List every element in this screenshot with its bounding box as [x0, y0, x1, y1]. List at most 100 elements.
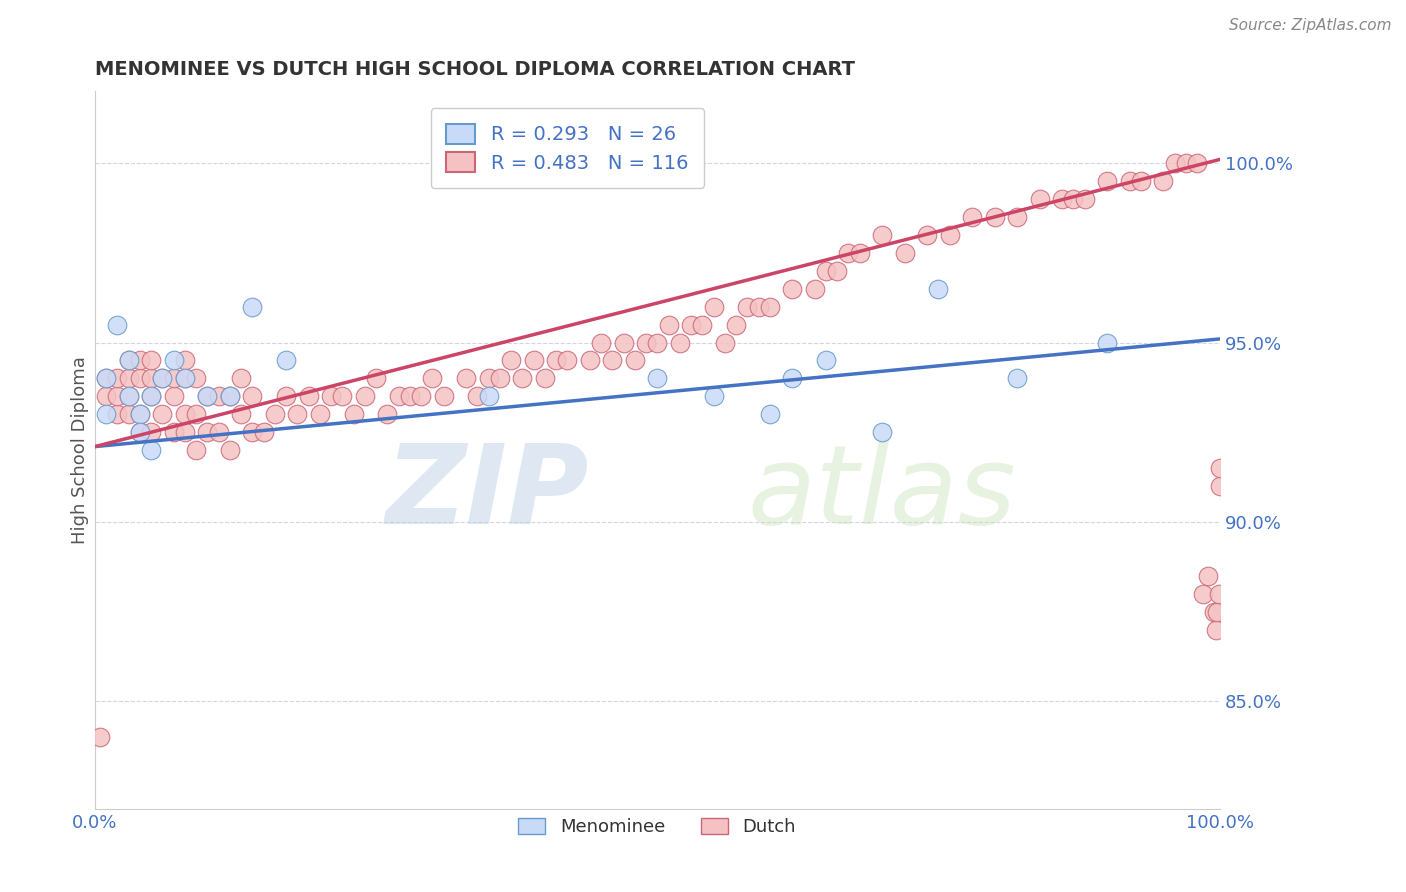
Point [1175, 156, 1198, 170]
Point [702, 389, 724, 403]
Point [297, 389, 319, 403]
Point [758, 407, 780, 421]
Point [218, 389, 240, 403]
Point [657, 318, 679, 332]
Point [195, 389, 218, 403]
Point [960, 210, 983, 224]
Point [870, 425, 893, 440]
Point [139, 389, 162, 403]
Point [634, 335, 657, 350]
Point [1005, 210, 1028, 224]
Point [1153, 174, 1175, 188]
Point [375, 407, 398, 421]
Text: atlas: atlas [747, 440, 1017, 547]
Point [825, 264, 848, 278]
Point [814, 264, 837, 278]
Point [1005, 371, 1028, 385]
Point [285, 407, 308, 421]
Point [229, 407, 252, 421]
Point [240, 300, 263, 314]
Point [870, 227, 893, 242]
Point [645, 371, 668, 385]
Point [1119, 174, 1142, 188]
Point [117, 389, 139, 403]
Point [454, 371, 477, 385]
Point [117, 407, 139, 421]
Point [555, 353, 578, 368]
Point [207, 389, 229, 403]
Point [488, 371, 510, 385]
Point [499, 353, 522, 368]
Point [263, 407, 285, 421]
Point [274, 353, 297, 368]
Point [1192, 587, 1215, 601]
Point [1205, 623, 1227, 637]
Point [432, 389, 454, 403]
Point [612, 335, 634, 350]
Point [780, 282, 803, 296]
Point [94, 371, 117, 385]
Point [195, 389, 218, 403]
Point [477, 371, 499, 385]
Point [173, 371, 195, 385]
Legend: Menominee, Dutch: Menominee, Dutch [510, 811, 803, 843]
Point [477, 389, 499, 403]
Point [702, 300, 724, 314]
Point [893, 245, 915, 260]
Point [207, 425, 229, 440]
Point [645, 335, 668, 350]
Point [522, 353, 544, 368]
Point [758, 300, 780, 314]
Point [173, 407, 195, 421]
Y-axis label: High School Diploma: High School Diploma [72, 356, 89, 544]
Point [162, 389, 184, 403]
Point [1198, 569, 1220, 583]
Point [353, 389, 375, 403]
Point [117, 353, 139, 368]
Point [1164, 156, 1187, 170]
Point [1028, 192, 1050, 206]
Point [128, 425, 150, 440]
Point [1097, 335, 1119, 350]
Point [420, 371, 443, 385]
Point [1209, 479, 1232, 493]
Point [1206, 605, 1229, 619]
Point [105, 407, 128, 421]
Point [1130, 174, 1153, 188]
Point [623, 353, 645, 368]
Point [398, 389, 420, 403]
Point [150, 407, 173, 421]
Point [128, 353, 150, 368]
Point [240, 389, 263, 403]
Point [465, 389, 488, 403]
Point [184, 371, 207, 385]
Point [690, 318, 713, 332]
Point [1208, 587, 1230, 601]
Point [139, 425, 162, 440]
Point [1209, 461, 1232, 475]
Point [94, 407, 117, 421]
Point [218, 443, 240, 458]
Point [117, 353, 139, 368]
Point [105, 318, 128, 332]
Point [218, 389, 240, 403]
Text: MENOMINEE VS DUTCH HIGH SCHOOL DIPLOMA CORRELATION CHART: MENOMINEE VS DUTCH HIGH SCHOOL DIPLOMA C… [94, 60, 855, 78]
Point [409, 389, 432, 403]
Point [94, 371, 117, 385]
Point [915, 227, 938, 242]
Point [139, 443, 162, 458]
Point [150, 371, 173, 385]
Point [342, 407, 364, 421]
Point [89, 731, 111, 745]
Point [713, 335, 735, 350]
Point [94, 389, 117, 403]
Point [983, 210, 1005, 224]
Point [600, 353, 623, 368]
Point [252, 425, 274, 440]
Point [162, 353, 184, 368]
Point [814, 353, 837, 368]
Point [1204, 605, 1226, 619]
Point [780, 371, 803, 385]
Point [1187, 156, 1209, 170]
Point [139, 389, 162, 403]
